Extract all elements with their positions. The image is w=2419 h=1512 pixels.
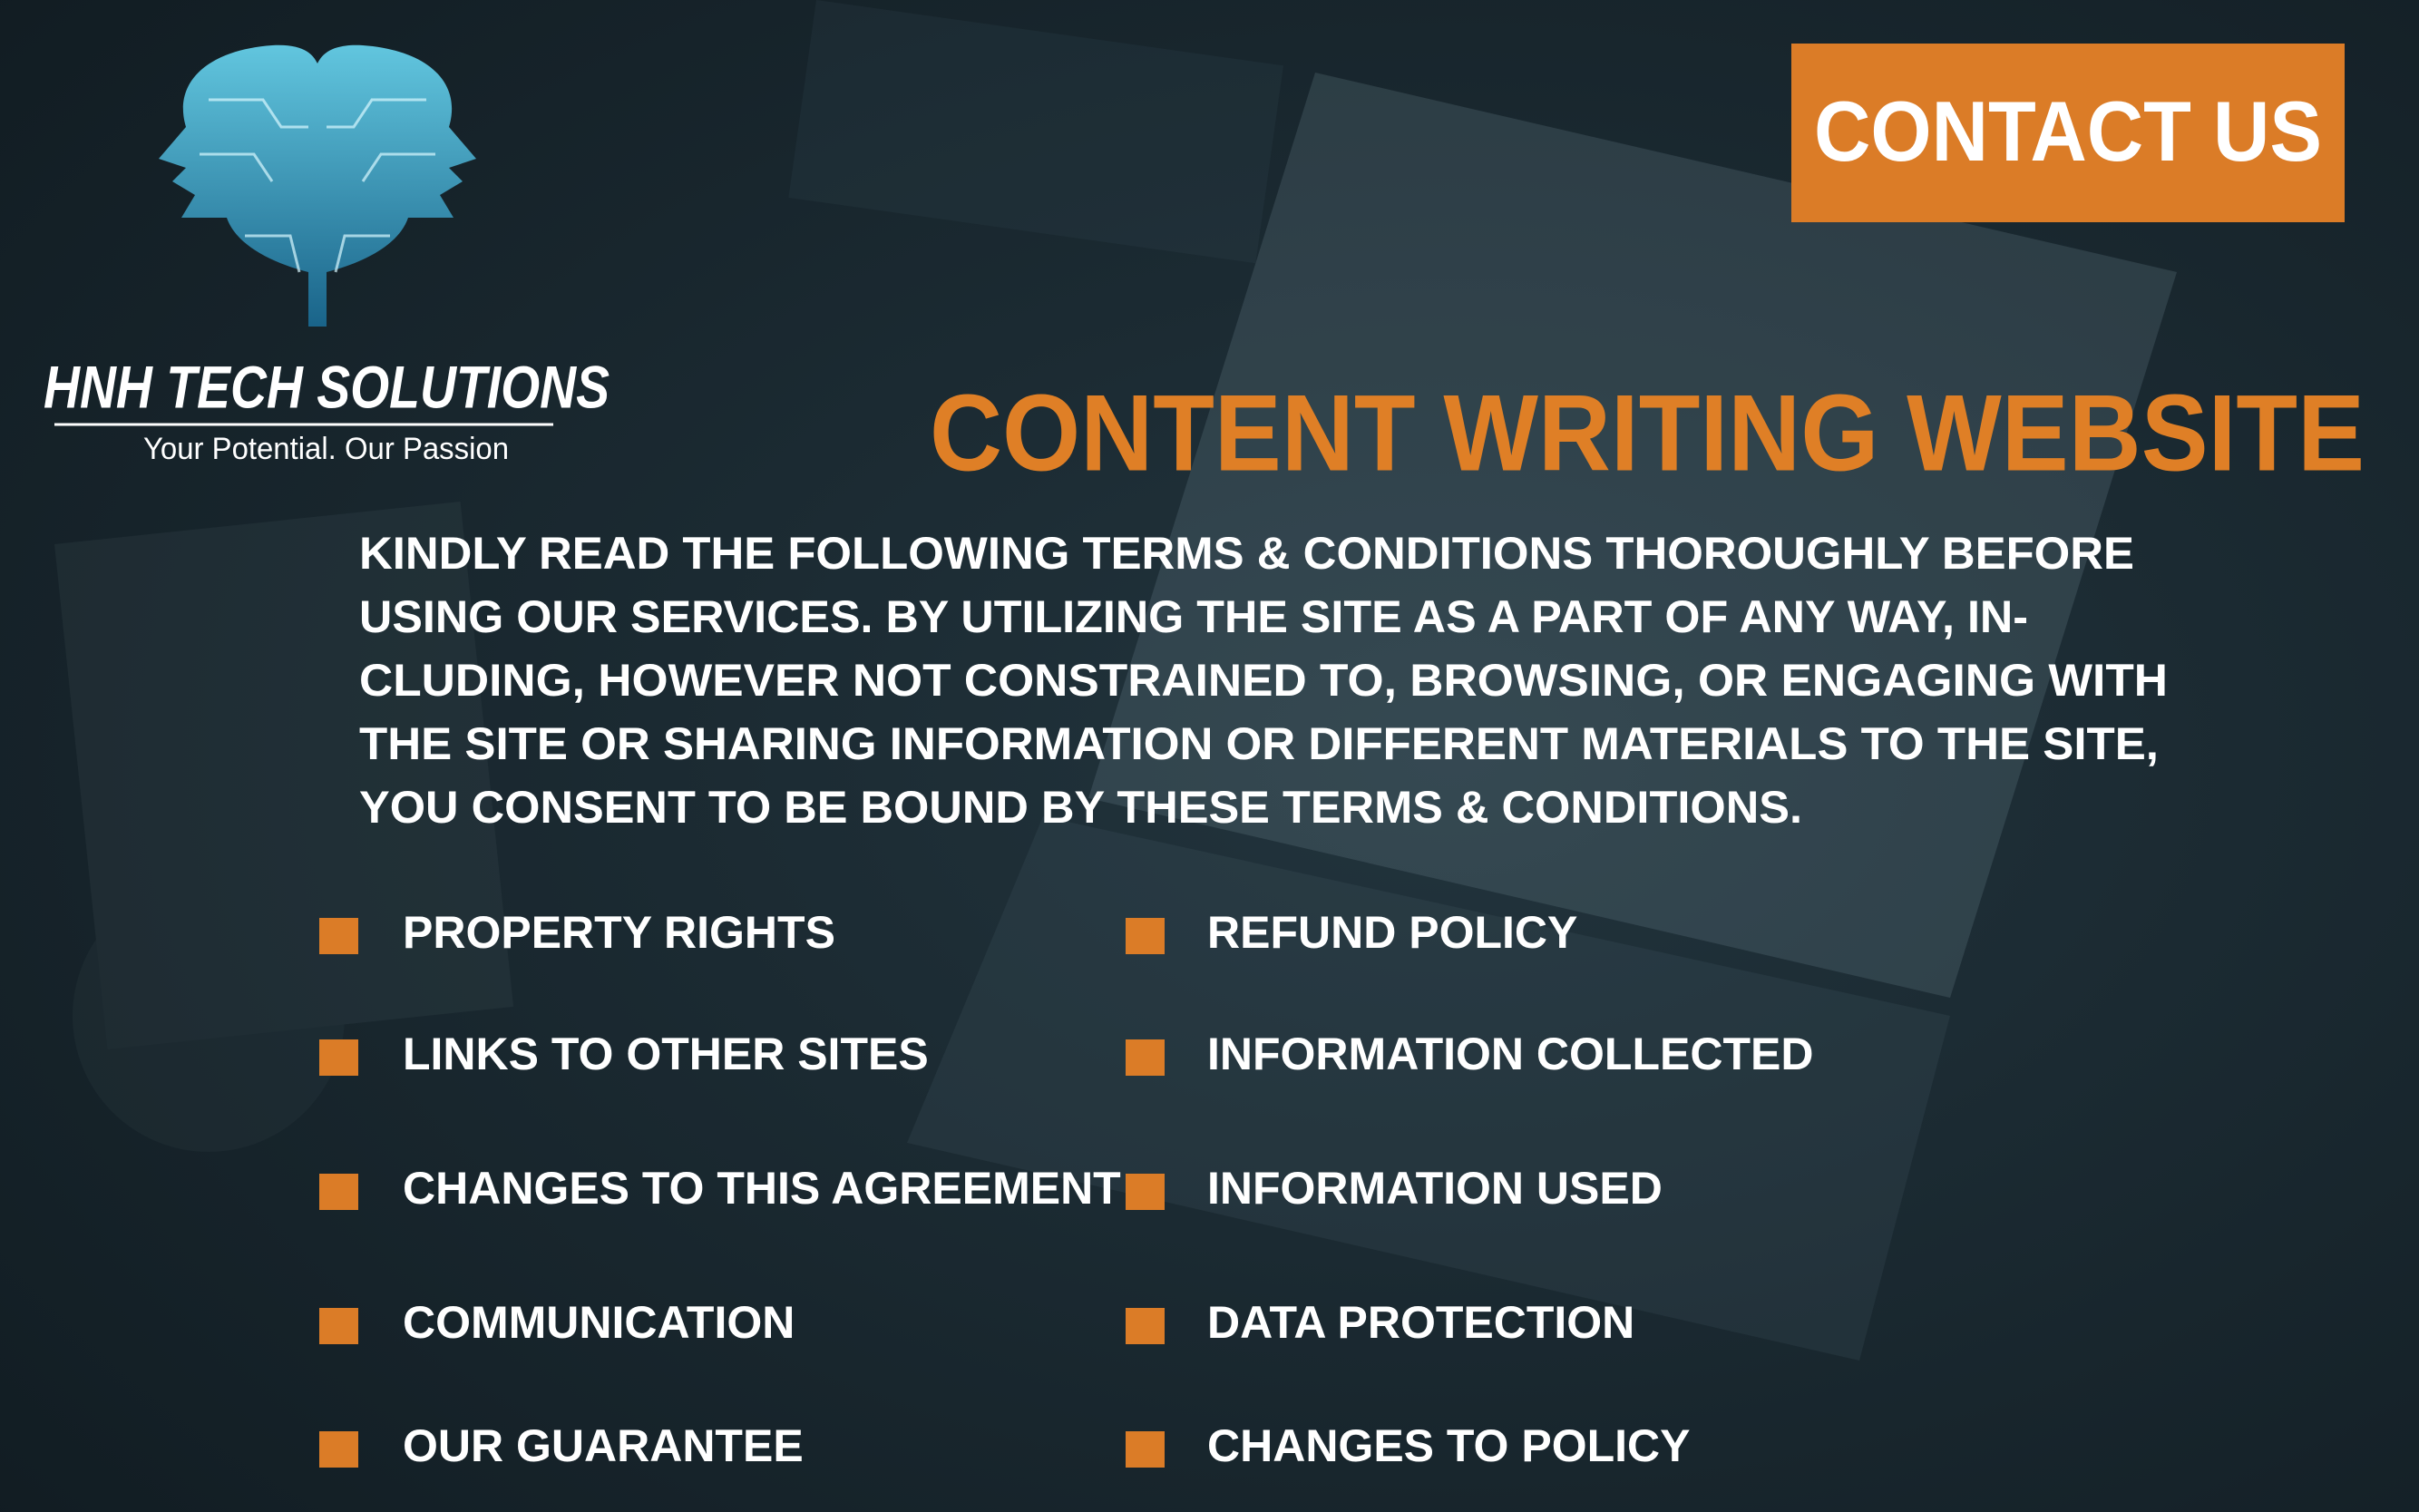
intro-line: CLUDING, HOWEVER NOT CONSTRAINED TO, BRO…: [359, 655, 2168, 706]
intro-line: THE SITE OR SHARING INFORMATION OR DIFFE…: [359, 718, 2159, 769]
brand-name: HNH TECH SOLUTIONS: [44, 353, 610, 420]
term-link[interactable]: CHANGES TO POLICY: [1207, 1420, 1690, 1471]
bullet: [1126, 1174, 1165, 1210]
term-link[interactable]: PROPERTY RIGHTS: [403, 907, 835, 958]
bullet: [1126, 1039, 1165, 1076]
bullet: [1126, 1308, 1165, 1344]
intro-line: USING OUR SERVICES. BY UTILIZING THE SIT…: [359, 591, 2028, 642]
term-link[interactable]: REFUND POLICY: [1207, 907, 1577, 958]
bullet: [1126, 1431, 1165, 1468]
term-link[interactable]: OUR GUARANTEE: [403, 1420, 804, 1471]
terms-list: PROPERTY RIGHTS LINKS TO OTHER SITES CHANG…: [319, 907, 1813, 1471]
intro: KINDLY READ THE FOLLOWING TERMS & CONDIT…: [359, 528, 2168, 833]
logo: [159, 44, 476, 327]
bullet: [1126, 918, 1165, 954]
page-title: CONTENT WRITING WEBSITE: [930, 373, 2365, 494]
background-photo: [54, 0, 2177, 1361]
contact-button[interactable]: CONTACT US: [1791, 44, 2345, 222]
intro-line: KINDLY READ THE FOLLOWING TERMS & CONDIT…: [359, 528, 2134, 579]
bullet: [319, 1039, 358, 1076]
term-link[interactable]: DATA PROTECTION: [1207, 1297, 1634, 1348]
intro-line: YOU CONSENT TO BE BOUND BY THESE TERMS &…: [359, 782, 1802, 833]
contact-button-bg[interactable]: [1791, 44, 2345, 222]
term-link[interactable]: INFORMATION USED: [1207, 1163, 1663, 1214]
term-link[interactable]: CHANGES TO THIS AGREEMENT: [403, 1163, 1121, 1214]
bullet: [319, 918, 358, 954]
term-link[interactable]: LINKS TO OTHER SITES: [403, 1029, 929, 1079]
term-link[interactable]: INFORMATION COLLECTED: [1207, 1029, 1813, 1079]
tagline: Your Potential. Our Passion: [143, 432, 509, 466]
bullet: [319, 1431, 358, 1468]
contact-button-label[interactable]: CONTACT US: [1814, 83, 2322, 179]
term-link[interactable]: COMMUNICATION: [403, 1297, 795, 1348]
bullet: [319, 1174, 358, 1210]
bullet: [319, 1308, 358, 1344]
